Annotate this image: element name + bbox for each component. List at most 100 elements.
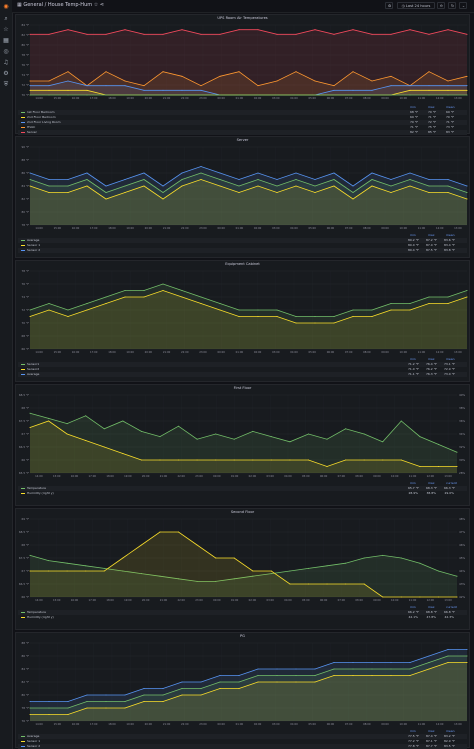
data-point xyxy=(456,466,458,467)
graph-plot[interactable]: 69 °F 68.5 °F 68 °F 67.5 °F 67 °F 66.5 °F 66 °… xyxy=(16,509,471,605)
legend-column-header[interactable]: mean xyxy=(446,105,455,109)
legend-column-header[interactable]: max xyxy=(428,729,435,733)
legend-row[interactable]: Temperature 65.7 °F 68.3 °F 66.3 °F xyxy=(18,486,467,491)
legend-series-name[interactable]: Sensor 2 xyxy=(27,744,41,748)
legend-series-name[interactable]: Average xyxy=(27,238,40,242)
panel-6[interactable]: PG 88 °F 86 °F 84 °F 82 °F 80 °F 78 °F 76 °F 14:… xyxy=(15,632,471,749)
data-point xyxy=(196,459,198,461)
legend-column-header[interactable]: min xyxy=(410,357,416,361)
legend-row[interactable]: Temperature 66.2 °F 68.8 °F 66.8 °F xyxy=(18,610,467,615)
legend-series-name[interactable]: 2nd Floor Bedroom xyxy=(27,115,56,119)
legend-row[interactable]: Server 82 °F 85 °F 83 °F xyxy=(18,130,467,135)
x-tick-label: 21:00 xyxy=(160,598,168,602)
legend-series-name[interactable]: Temperature xyxy=(27,610,47,614)
time-range-picker[interactable]: ◷ Last 24 hours xyxy=(397,2,435,9)
legend-row[interactable]: Humidity (right y) 28.9% 38.8% 29.0% xyxy=(18,491,467,496)
panel-5[interactable]: Second Floor 69 °F 68.5 °F 68 °F 67.5 °F 67 °… xyxy=(15,508,470,630)
legend-row[interactable]: HVAC 71 °F 75 °F 73 °F xyxy=(18,125,467,130)
zoom-out-button[interactable]: ⊖ xyxy=(437,2,445,9)
legend-series-name[interactable]: HVAC xyxy=(27,125,36,129)
legend-column-header[interactable]: max xyxy=(428,605,435,609)
legend-column-header[interactable]: min xyxy=(410,729,416,733)
star-icon[interactable]: ☆ xyxy=(93,2,99,8)
data-point xyxy=(447,296,449,298)
panel-3[interactable]: Equipment Cabinet 78 °F 76 °F 74 °F 72 °F 70 … xyxy=(15,260,470,382)
panel-title[interactable]: Server xyxy=(236,138,249,142)
panel-4[interactable]: First Floor 68.5 °F 68 °F 67.5 °F 67 °F 66.5 … xyxy=(15,384,470,506)
legend-column-header[interactable]: max xyxy=(428,357,435,361)
legend-series-name[interactable]: Sensor 1 xyxy=(27,739,41,743)
graph-plot[interactable]: 88 °F 86 °F 84 °F 82 °F 80 °F 78 °F 76 °F 14:00… xyxy=(16,633,471,729)
legend-row[interactable]: Sensor 1 80.0 °F 87.0 °F 83.4 °F xyxy=(18,243,467,248)
panel-title[interactable]: Second Floor xyxy=(230,510,255,514)
search-icon[interactable]: ⌕ xyxy=(4,15,8,22)
legend-series-name[interactable]: 1st Floor Bedroom xyxy=(27,110,55,114)
legend-column-header[interactable]: current xyxy=(446,605,457,609)
panel-title[interactable]: Equipment Cabinet xyxy=(225,262,260,266)
legend-column-header[interactable]: min xyxy=(410,481,416,485)
x-tick-label: 07:00 xyxy=(338,474,346,478)
legend-column-header[interactable]: max xyxy=(428,233,435,237)
legend-row[interactable]: Sensor 1 77.2 °F 87.1 °F 82.9 °F xyxy=(18,739,467,744)
legend-row[interactable]: Sensor 2 80.4 °F 87.5 °F 83.8 °F xyxy=(18,248,467,253)
star-icon[interactable]: ☆ xyxy=(3,26,9,33)
legend-series-name[interactable]: Sensor2 xyxy=(27,367,40,371)
panel-1[interactable]: UPS Room Air Temperatures 84 °F 82 °F 80 °F… xyxy=(15,14,471,135)
legend-column-header[interactable]: max xyxy=(428,481,435,485)
legend-column-header[interactable]: min xyxy=(410,605,416,609)
y-tick-label: 70 °F xyxy=(22,321,30,325)
graph-plot[interactable]: 84 °F 82 °F 80 °F 78 °F 76 °F 74 °F 72 °F 70 °F… xyxy=(16,15,471,105)
legend-row[interactable]: 1st Floor Bedroom 68 °F 70 °F 69 °F xyxy=(18,110,467,115)
shield-icon[interactable]: ⛨ xyxy=(3,81,9,88)
dashboards-icon[interactable]: ▦ xyxy=(3,37,9,44)
legend-column-header[interactable]: max xyxy=(428,105,435,109)
grafana-logo-icon[interactable]: ◉ xyxy=(3,3,9,10)
legend-series-name[interactable]: Temperature xyxy=(27,486,47,490)
legend-series-name[interactable]: Average xyxy=(27,372,40,376)
legend-series-name[interactable]: Sensor 2 xyxy=(27,248,41,252)
legend-column-header[interactable]: min xyxy=(410,105,416,109)
legend-row[interactable]: Average 80.2 °F 87.2 °F 83.6 °F xyxy=(18,238,467,243)
graph-plot[interactable]: 78 °F 76 °F 74 °F 72 °F 70 °F 68 °F 66 °F 14:00… xyxy=(16,261,471,357)
legend-column-header[interactable]: mean xyxy=(446,357,455,361)
legend-series-name[interactable]: Humidity (right y) xyxy=(27,491,54,495)
panel-2[interactable]: Server 90 °F 88 °F 86 °F 84 °F 82 °F 80 °F 78 °… xyxy=(15,136,470,258)
legend-series-name[interactable]: Average xyxy=(27,734,40,738)
panel-title[interactable]: UPS Room Air Temperatures xyxy=(217,16,268,20)
legend-row[interactable]: Sensor 2 77.8 °F 87.7 °F 83.5 °F xyxy=(18,744,467,749)
legend-column-header[interactable]: min xyxy=(410,233,416,237)
dashboard-title[interactable]: House Temp-Hum xyxy=(47,2,93,8)
y-tick-label: 82 °F xyxy=(22,33,30,37)
legend-row[interactable]: 2nd Floor Bedroom 69 °F 71 °F 70 °F xyxy=(18,115,467,120)
legend-column-header[interactable]: mean xyxy=(446,233,455,237)
refresh-button[interactable]: ↻ xyxy=(448,2,456,9)
graph-plot[interactable]: 68.5 °F 68 °F 67.5 °F 67 °F 66.5 °F 66 °F 65.5… xyxy=(16,385,471,481)
share-icon[interactable]: ⋖ xyxy=(99,2,104,8)
legend-series-name[interactable]: 2nd Floor Living Room xyxy=(27,120,61,124)
panel-title[interactable]: First Floor xyxy=(233,386,252,390)
legend-row[interactable]: Humidity (right y) 42.1% 47.8% 42.3% xyxy=(18,615,467,620)
legend-series-name[interactable]: Sensor 1 xyxy=(27,243,41,247)
panel-title[interactable]: PG xyxy=(240,634,245,638)
series-area xyxy=(30,29,467,96)
legend-series-name[interactable]: Server xyxy=(27,130,37,134)
legend-column-header[interactable]: current xyxy=(446,481,457,485)
graph-plot[interactable]: 90 °F 88 °F 86 °F 84 °F 82 °F 80 °F 78 °F 14:00… xyxy=(16,137,471,233)
refresh-interval-button[interactable]: ⌄ xyxy=(459,2,467,9)
legend-series-name[interactable]: Sensor1 xyxy=(27,362,40,366)
bell-icon[interactable]: ♫ xyxy=(3,59,9,66)
legend-value: 77.2 °F xyxy=(408,739,419,743)
legend-row[interactable]: Average 71.1 °F 76.3 °F 73.0 °F xyxy=(18,372,467,377)
legend-column-header[interactable]: mean xyxy=(446,729,455,733)
gear-icon[interactable]: ⚙ xyxy=(3,70,9,77)
legend-series-name[interactable]: Humidity (right y) xyxy=(27,615,54,619)
legend-row[interactable]: 2nd Floor Living Room 70 °F 72 °F 71 °F xyxy=(18,120,467,125)
legend-row[interactable]: Average 77.5 °F 87.4 °F 83.2 °F xyxy=(18,734,467,739)
legend-row[interactable]: Sensor2 71.0 °F 76.2 °F 72.9 °F xyxy=(18,367,467,372)
folder-link[interactable]: General xyxy=(23,2,44,8)
y-tick-label: 78 °F xyxy=(22,269,30,273)
legend-row[interactable]: Sensor1 71.2 °F 76.4 °F 73.1 °F xyxy=(18,362,467,367)
settings-button[interactable]: ⚙ xyxy=(385,2,393,9)
x-tick-label: 23:00 xyxy=(199,722,207,726)
compass-icon[interactable]: ◎ xyxy=(3,48,9,55)
